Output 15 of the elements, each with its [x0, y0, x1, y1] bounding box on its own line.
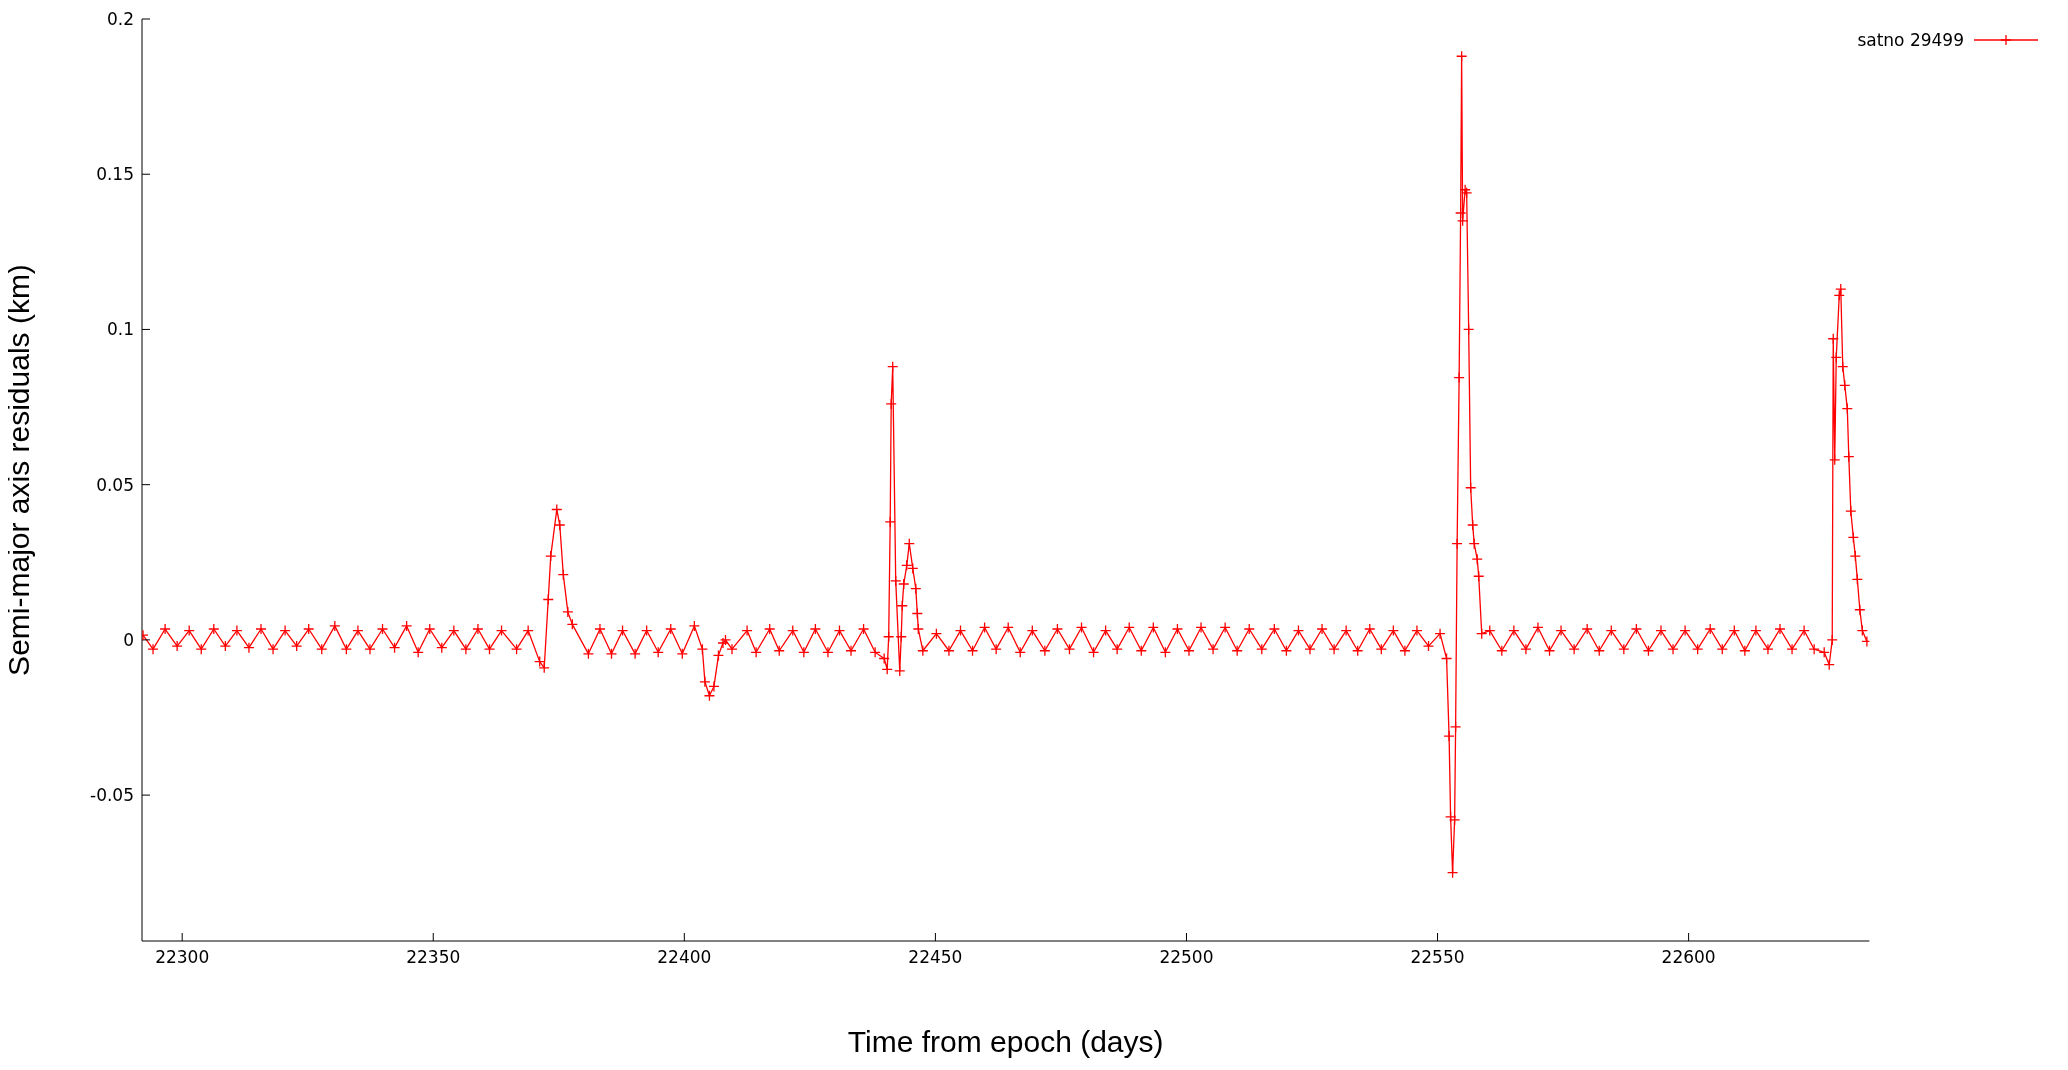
y-tick-label: 0.15 [96, 164, 134, 185]
y-tick-label: 0 [123, 629, 134, 650]
y-tick-label: 0.2 [106, 9, 134, 30]
y-tick-label: 0.05 [96, 474, 134, 495]
x-tick-label: 22500 [1159, 947, 1214, 968]
y-tick-label: -0.05 [90, 785, 134, 806]
y-tick-label: 0.1 [106, 319, 134, 340]
x-tick-label: 22450 [908, 947, 963, 968]
x-tick-label: 22350 [406, 947, 461, 968]
legend-label: satno 29499 [1857, 30, 1964, 50]
x-axis-title: Time from epoch (days) [847, 1025, 1164, 1058]
x-tick-label: 22300 [155, 947, 210, 968]
x-tick-label: 22400 [657, 947, 712, 968]
x-tick-label: 22600 [1661, 947, 1716, 968]
x-tick-label: 22550 [1410, 947, 1465, 968]
